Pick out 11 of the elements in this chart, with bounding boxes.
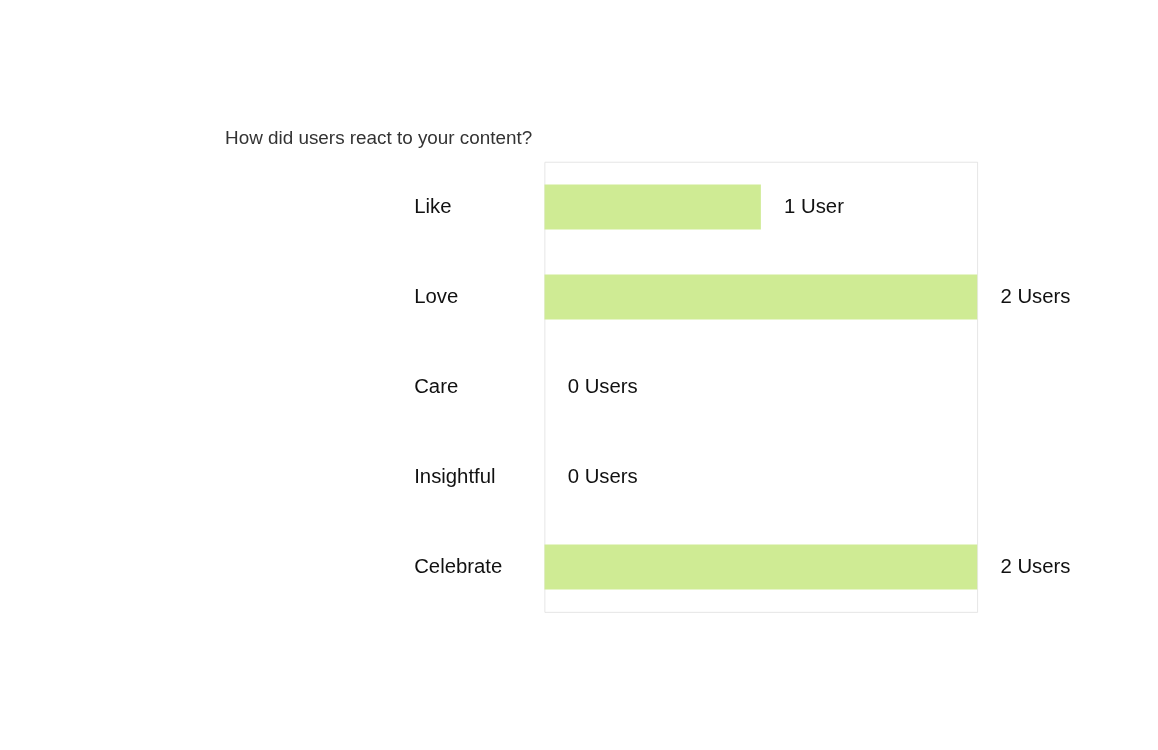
- data-label: 0 Users: [567, 464, 638, 487]
- data-label: 0 Users: [567, 374, 638, 397]
- data-label: 2 Users: [1000, 554, 1071, 577]
- y-tick-label: Like: [414, 194, 452, 217]
- y-tick-label: Love: [414, 284, 459, 307]
- data-label: 2 Users: [1000, 284, 1071, 307]
- text: How did users react to your content?: [225, 126, 533, 148]
- y-tick-label: Celebrate: [414, 554, 503, 577]
- y-tick-label: Insightful: [414, 464, 496, 487]
- y-tick-label: Care: [414, 374, 459, 397]
- data-label: 1 User: [784, 194, 845, 217]
